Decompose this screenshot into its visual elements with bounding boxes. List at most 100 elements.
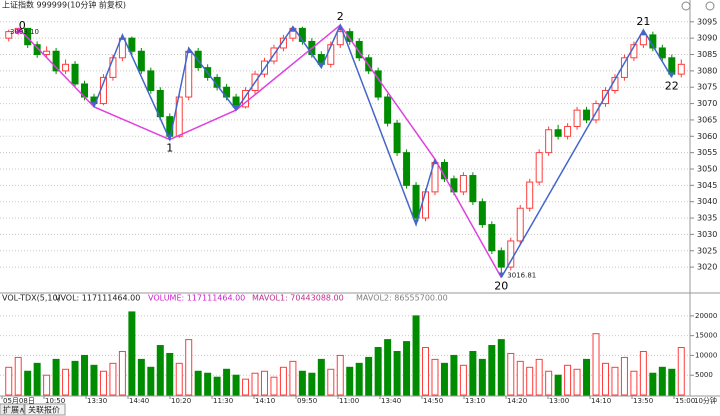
volume-bar	[611, 366, 619, 396]
candle-body	[459, 175, 467, 193]
volume-bar	[90, 364, 98, 396]
arrow-head	[119, 34, 126, 40]
y-tick-label: 3095	[697, 17, 717, 26]
volume-bar	[14, 356, 22, 396]
volume-bar	[649, 372, 657, 396]
tab-label[interactable]: 扩展∧	[3, 405, 25, 415]
volume-bar	[535, 358, 543, 396]
arrow-head	[90, 101, 97, 107]
y-tick-label: 3035	[697, 214, 717, 223]
candle-body	[147, 70, 155, 91]
volume-bar	[583, 358, 591, 396]
candle-body	[52, 50, 60, 72]
volume-bar	[630, 370, 638, 396]
volume-bar	[118, 350, 126, 396]
candle-body	[62, 63, 70, 72]
period-label: 10分钟	[694, 396, 717, 405]
volume-bar	[52, 358, 60, 396]
volume-bar	[204, 372, 212, 396]
min-label: 3016.81	[507, 272, 536, 280]
y-tick-label: 3025	[697, 246, 717, 255]
arrow-head	[431, 159, 438, 165]
candle-body	[639, 34, 647, 46]
tab-label[interactable]: 关联报价	[28, 405, 60, 415]
volume-bar	[545, 370, 553, 396]
y-tick-label: 3080	[697, 66, 717, 75]
volume-bar	[166, 352, 174, 396]
volume-bar	[639, 350, 647, 396]
volume-bar	[33, 362, 41, 396]
x-tick-label: 10:50	[45, 397, 65, 405]
x-tick-label: 05月08日	[3, 397, 35, 405]
volume-bar	[393, 350, 401, 396]
candle-body	[535, 152, 543, 183]
volume-bar	[469, 350, 477, 396]
x-tick-label: 14:10	[591, 397, 611, 405]
x-tick-label: 13:10	[465, 397, 485, 405]
volume-bar	[384, 339, 392, 396]
candle-body	[507, 240, 515, 268]
wave-label: 20	[494, 280, 508, 293]
volume-bar	[175, 362, 183, 396]
candle-body	[71, 63, 79, 85]
volume-bar	[298, 370, 306, 396]
volume-bar	[62, 368, 70, 396]
volume-bar	[564, 364, 572, 396]
volume-bar	[658, 366, 666, 396]
volume-bar	[279, 366, 287, 396]
y-tick-label: 3055	[697, 148, 717, 157]
volume-bar	[156, 345, 164, 396]
y-tick-label: 3085	[697, 50, 717, 59]
volume-bar	[365, 356, 373, 396]
candle-body	[346, 31, 354, 42]
tab[interactable]	[24, 403, 66, 416]
x-tick-label: 14:40	[129, 397, 149, 405]
volume-bar	[374, 347, 382, 396]
volume-bar	[573, 368, 581, 396]
wave-line	[93, 23, 436, 227]
tab[interactable]	[0, 403, 25, 416]
volume-bar	[459, 364, 467, 396]
x-tick-label: 11:00	[339, 397, 359, 405]
wave-label: 1	[166, 142, 173, 155]
arrow-head	[498, 272, 505, 278]
candle-body	[488, 224, 496, 252]
volume-bar	[251, 372, 259, 396]
volume-bar	[242, 378, 250, 396]
volume-bar	[327, 368, 335, 396]
candle-body	[412, 184, 420, 219]
volume-bar	[516, 360, 524, 396]
volume-bar	[24, 370, 32, 396]
arrow-head	[185, 47, 192, 53]
volume-bar	[194, 370, 202, 396]
volume-bar	[592, 333, 600, 396]
volume-bar	[450, 354, 458, 396]
volume-value: VOLUME: 117111464.00	[148, 294, 245, 303]
candle-body	[497, 250, 505, 268]
candle-body	[422, 191, 430, 219]
candle-body	[393, 122, 401, 154]
candle-body	[33, 44, 41, 56]
menu-icon[interactable]	[705, 1, 715, 11]
volume-bar	[507, 352, 515, 396]
volume-bar	[270, 376, 278, 396]
volume-bar	[440, 362, 448, 396]
arrow-head	[337, 25, 344, 31]
candle-body	[336, 31, 344, 46]
arrow-head	[668, 72, 675, 78]
arrow-head	[233, 105, 240, 111]
y-tick-label: 3045	[697, 181, 717, 190]
x-tick-label: 14:10	[255, 397, 275, 405]
candle-body	[677, 63, 685, 75]
volume-bar	[308, 372, 316, 396]
candle-body	[242, 89, 250, 108]
volume-bar	[317, 358, 325, 396]
x-tick-label: 14:50	[423, 397, 443, 405]
volume-bar	[81, 354, 89, 396]
x-tick-label: 10:20	[171, 397, 191, 405]
candle-body	[573, 109, 581, 127]
volume-bar	[99, 370, 107, 396]
settings-icon[interactable]	[681, 1, 691, 11]
x-tick-label: 13:40	[381, 397, 401, 405]
